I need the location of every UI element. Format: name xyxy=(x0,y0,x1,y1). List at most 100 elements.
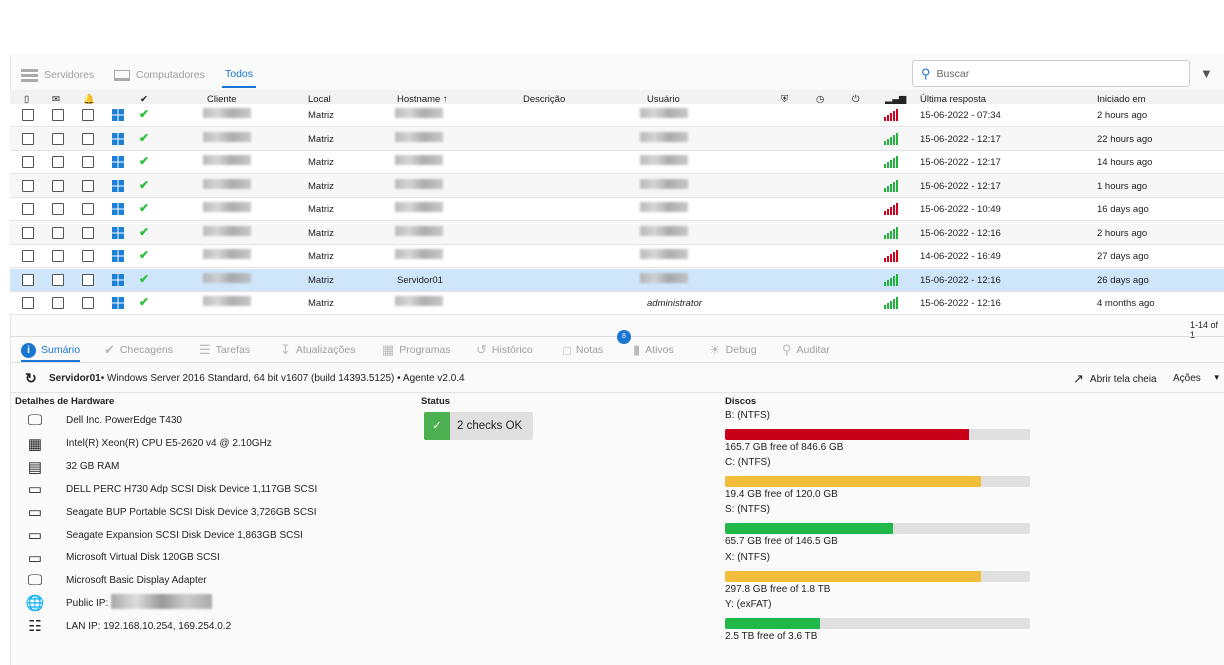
table-row[interactable]: ✔ Matriz 15-06-2022 - 07:34 2 hours ago xyxy=(10,104,1224,127)
checkbox-alert[interactable] xyxy=(82,109,94,121)
tab-atualizações[interactable]: ↧ Atualizações xyxy=(280,342,356,357)
shield-icon: ⛨ xyxy=(781,94,789,105)
checkbox-mail[interactable] xyxy=(52,156,64,168)
local-cell: Matriz xyxy=(308,180,334,192)
table-row[interactable]: ✔ Matriz 15-06-2022 - 12:17 22 hours ago xyxy=(10,127,1224,151)
checkbox-alert[interactable] xyxy=(82,250,94,262)
table-row[interactable]: ✔ Matriz Servidor01 15-06-2022 - 12:16 2… xyxy=(10,268,1224,292)
refresh-icon[interactable]: ↻ xyxy=(25,370,37,386)
last-response-cell: 15-06-2022 - 12:16 xyxy=(920,227,1001,239)
tab-sumário[interactable]: i Sumário xyxy=(21,340,81,362)
checkbox-mobile[interactable] xyxy=(22,203,34,215)
server-icon xyxy=(21,68,38,82)
checkbox-alert[interactable] xyxy=(82,156,94,168)
hostname-redacted xyxy=(395,296,443,306)
checkbox-alert[interactable] xyxy=(82,226,94,239)
checkbox-mail[interactable] xyxy=(52,179,64,192)
col-usuario[interactable]: Usuário xyxy=(647,94,680,105)
client-redacted xyxy=(203,108,251,118)
checkbox-mail[interactable] xyxy=(52,226,64,239)
last-response-cell: 15-06-2022 - 12:17 xyxy=(920,180,1001,192)
updates-icon: ↧ xyxy=(280,342,291,357)
status-checks[interactable]: ✓ 2 checks OK xyxy=(424,412,533,440)
disk-free-text: 2.5 TB free of 3.6 TB xyxy=(725,630,818,642)
user-redacted xyxy=(640,272,688,283)
hostname-redacted xyxy=(395,131,443,142)
checkbox-mobile[interactable] xyxy=(22,250,34,262)
tab-servidores[interactable]: Servidores xyxy=(21,62,94,88)
summary-info: • Windows Server 2016 Standard, 64 bit v… xyxy=(100,373,465,384)
filter-icon[interactable]: ▼ xyxy=(1200,66,1213,81)
checkbox-mobile[interactable] xyxy=(22,273,34,286)
col-cliente[interactable]: Cliente xyxy=(207,94,237,105)
tab-histórico[interactable]: ↺ Histórico xyxy=(476,342,533,357)
checks-ok-icon: ✔ xyxy=(139,295,150,309)
checkbox-mail[interactable] xyxy=(52,109,64,121)
checkbox-mobile[interactable] xyxy=(22,156,34,168)
checkbox-mail[interactable] xyxy=(52,273,64,286)
tab-debug[interactable]: ☀ Debug xyxy=(709,342,757,357)
windows-icon xyxy=(112,250,124,262)
signal-icon xyxy=(884,179,898,192)
clock-icon: ◷ xyxy=(816,94,825,105)
table-row[interactable]: ✔ Matriz 15-06-2022 - 12:17 1 hours ago xyxy=(10,174,1224,198)
hostname-redacted xyxy=(395,225,443,236)
table-row[interactable]: ✔ Matriz 15-06-2022 - 12:16 2 hours ago xyxy=(10,221,1224,245)
checkbox-mail[interactable] xyxy=(52,297,64,309)
user-redacted xyxy=(640,202,688,212)
checkbox-alert[interactable] xyxy=(82,132,94,145)
table-row[interactable]: ✔ Matriz 15-06-2022 - 10:49 16 days ago xyxy=(10,198,1224,221)
col-local[interactable]: Local xyxy=(308,94,331,105)
col-iniciado-em[interactable]: Iniciado em xyxy=(1097,94,1146,105)
tab-auditar[interactable]: ⚲ Auditar xyxy=(782,342,830,357)
barcode-icon: ▮ xyxy=(633,342,641,357)
client-redacted xyxy=(203,249,251,259)
started-cell: 16 days ago xyxy=(1097,204,1149,215)
table-row[interactable]: ✔ Matriz 15-06-2022 - 12:17 14 hours ago xyxy=(10,151,1224,174)
monitor-icon: 🖵 xyxy=(27,412,43,429)
tab-todos[interactable]: Todos xyxy=(222,62,257,88)
checkbox-mobile[interactable] xyxy=(22,179,34,192)
checkbox-mail[interactable] xyxy=(52,203,64,215)
disk-icon: ▭ xyxy=(27,504,43,522)
checkbox-alert[interactable] xyxy=(82,273,94,286)
history-icon: ↺ xyxy=(476,342,487,357)
tab-computadores[interactable]: Computadores xyxy=(114,62,205,88)
disk-label: Y: (exFAT) xyxy=(725,598,772,610)
disk-label: C: (NTFS) xyxy=(725,457,771,469)
check-icon: ✓ xyxy=(424,412,450,440)
status-title: Status xyxy=(421,396,451,407)
tab-programas[interactable]: ▦ Programas xyxy=(382,342,451,357)
client-redacted xyxy=(203,296,251,306)
col-descricao[interactable]: Descrição xyxy=(523,94,566,105)
fullscreen-button[interactable]: ↗ Abrir tela cheia xyxy=(1073,371,1157,386)
checkbox-mobile[interactable] xyxy=(22,109,34,121)
checks-ok-icon: ✔ xyxy=(139,177,150,192)
checkbox-mobile[interactable] xyxy=(22,226,34,239)
table-row[interactable]: ✔ Matriz administrator 15-06-2022 - 12:1… xyxy=(10,292,1224,315)
tab-checagens[interactable]: ✔ Checagens xyxy=(104,342,174,357)
audit-icon: ⚲ xyxy=(782,342,792,357)
tab-tarefas[interactable]: ☰ Tarefas xyxy=(199,342,251,357)
signal-icon xyxy=(884,297,898,309)
checkbox-mail[interactable] xyxy=(52,250,64,262)
checkbox-mobile[interactable] xyxy=(22,297,34,309)
started-cell: 14 hours ago xyxy=(1097,157,1153,168)
tab-ativos[interactable]: ▮ Ativos xyxy=(633,342,674,357)
actions-dropdown[interactable]: Ações ▼ xyxy=(1173,373,1221,384)
local-cell: Matriz xyxy=(308,157,334,168)
checkbox-alert[interactable] xyxy=(82,179,94,192)
local-cell: Matriz xyxy=(308,251,334,262)
col-hostname[interactable]: Hostname ↑ xyxy=(397,94,448,105)
checkbox-alert[interactable] xyxy=(82,297,94,309)
col-ultima-resposta[interactable]: Última resposta xyxy=(920,94,986,105)
tab-notas[interactable]: □ Notas xyxy=(563,342,604,358)
disk-icon: ▭ xyxy=(27,527,43,544)
disk-usage-bar xyxy=(725,523,1030,535)
table-row[interactable]: ✔ Matriz 14-06-2022 - 16:49 27 days ago xyxy=(10,245,1224,268)
client-redacted xyxy=(203,272,251,283)
checkbox-alert[interactable] xyxy=(82,203,94,215)
search-input[interactable]: ⚲ Buscar xyxy=(912,60,1190,87)
checkbox-mail[interactable] xyxy=(52,132,64,145)
checkbox-mobile[interactable] xyxy=(22,132,34,145)
